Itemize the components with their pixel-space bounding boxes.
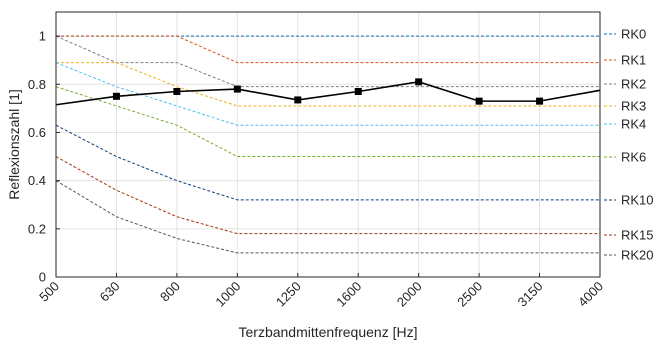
measured-point-630 [112,92,120,100]
x-tick-label-1250: 1250 [273,279,304,310]
x-tick-label-4000: 4000 [575,279,606,310]
measured-curve [55,78,601,106]
measured-point-2500 [475,97,483,105]
grid-layer [55,12,601,278]
rk-label-rk6: RK6 [621,150,646,165]
x-axis-title: Terzbandmittenfrequenz [Hz] [239,324,418,340]
x-tick-label-2000: 2000 [394,279,425,310]
reference-curve-rk3 [56,62,600,107]
y-tick-label-0.4: 0.4 [28,173,46,188]
measured-point-800 [173,88,181,95]
x-tick-label-1600: 1600 [333,279,364,310]
y-tick-labels: 0 0.2 0.4 0.6 0.8 1 [28,29,60,285]
reference-curve-rk10 [55,124,600,201]
rk-label-rk20: RK20 [621,248,654,263]
rk-label-rk4: RK4 [621,117,646,132]
reference-curve-rk15 [55,156,600,235]
reference-curve-rk4 [55,62,600,126]
reference-curve-rk20 [55,180,600,254]
measured-point-1600 [354,88,362,95]
x-tick-label-3150: 3150 [515,279,546,310]
x-tick-label-1000: 1000 [212,279,243,310]
reference-curve-rk2 [55,35,600,88]
measured-line [55,81,601,106]
rk-labels: RK0 RK1 RK2 RK3 RK4 RK6 RK10 RK15 RK20 [604,27,654,263]
x-tick-labels: 500 630 800 1000 1250 1600 2000 2500 3150 4000 [36,273,606,310]
x-tick-label-630: 630 [97,279,123,305]
rk-label-rk2: RK2 [621,77,646,92]
x-tick-label-2500: 2500 [454,279,485,310]
rk-label-rk0: RK0 [621,27,646,42]
x-tick-label-800: 800 [157,279,183,305]
rk-label-rk15: RK15 [621,228,654,243]
y-tick-label-0.6: 0.6 [28,125,46,140]
plot-frame [55,11,601,278]
y-tick-label-0: 0 [39,270,46,285]
rk-label-rk3: RK3 [621,99,646,114]
measured-point-1250 [294,96,302,104]
reference-curve-rk1 [56,35,600,64]
rk-label-rk10: RK10 [621,193,654,208]
y-axis-title: Reflexionszahl [1] [6,89,22,200]
reference-curve-rk6 [55,86,600,158]
measured-point-1000 [233,85,241,93]
y-tick-label-0.2: 0.2 [28,221,46,236]
reference-curves [55,35,600,254]
y-tick-label-0.8: 0.8 [28,77,46,92]
y-tick-label-1: 1 [39,29,46,44]
measured-point-2000 [415,78,423,86]
rk-label-rk1: RK1 [621,53,646,68]
measured-point-3150 [536,97,544,105]
